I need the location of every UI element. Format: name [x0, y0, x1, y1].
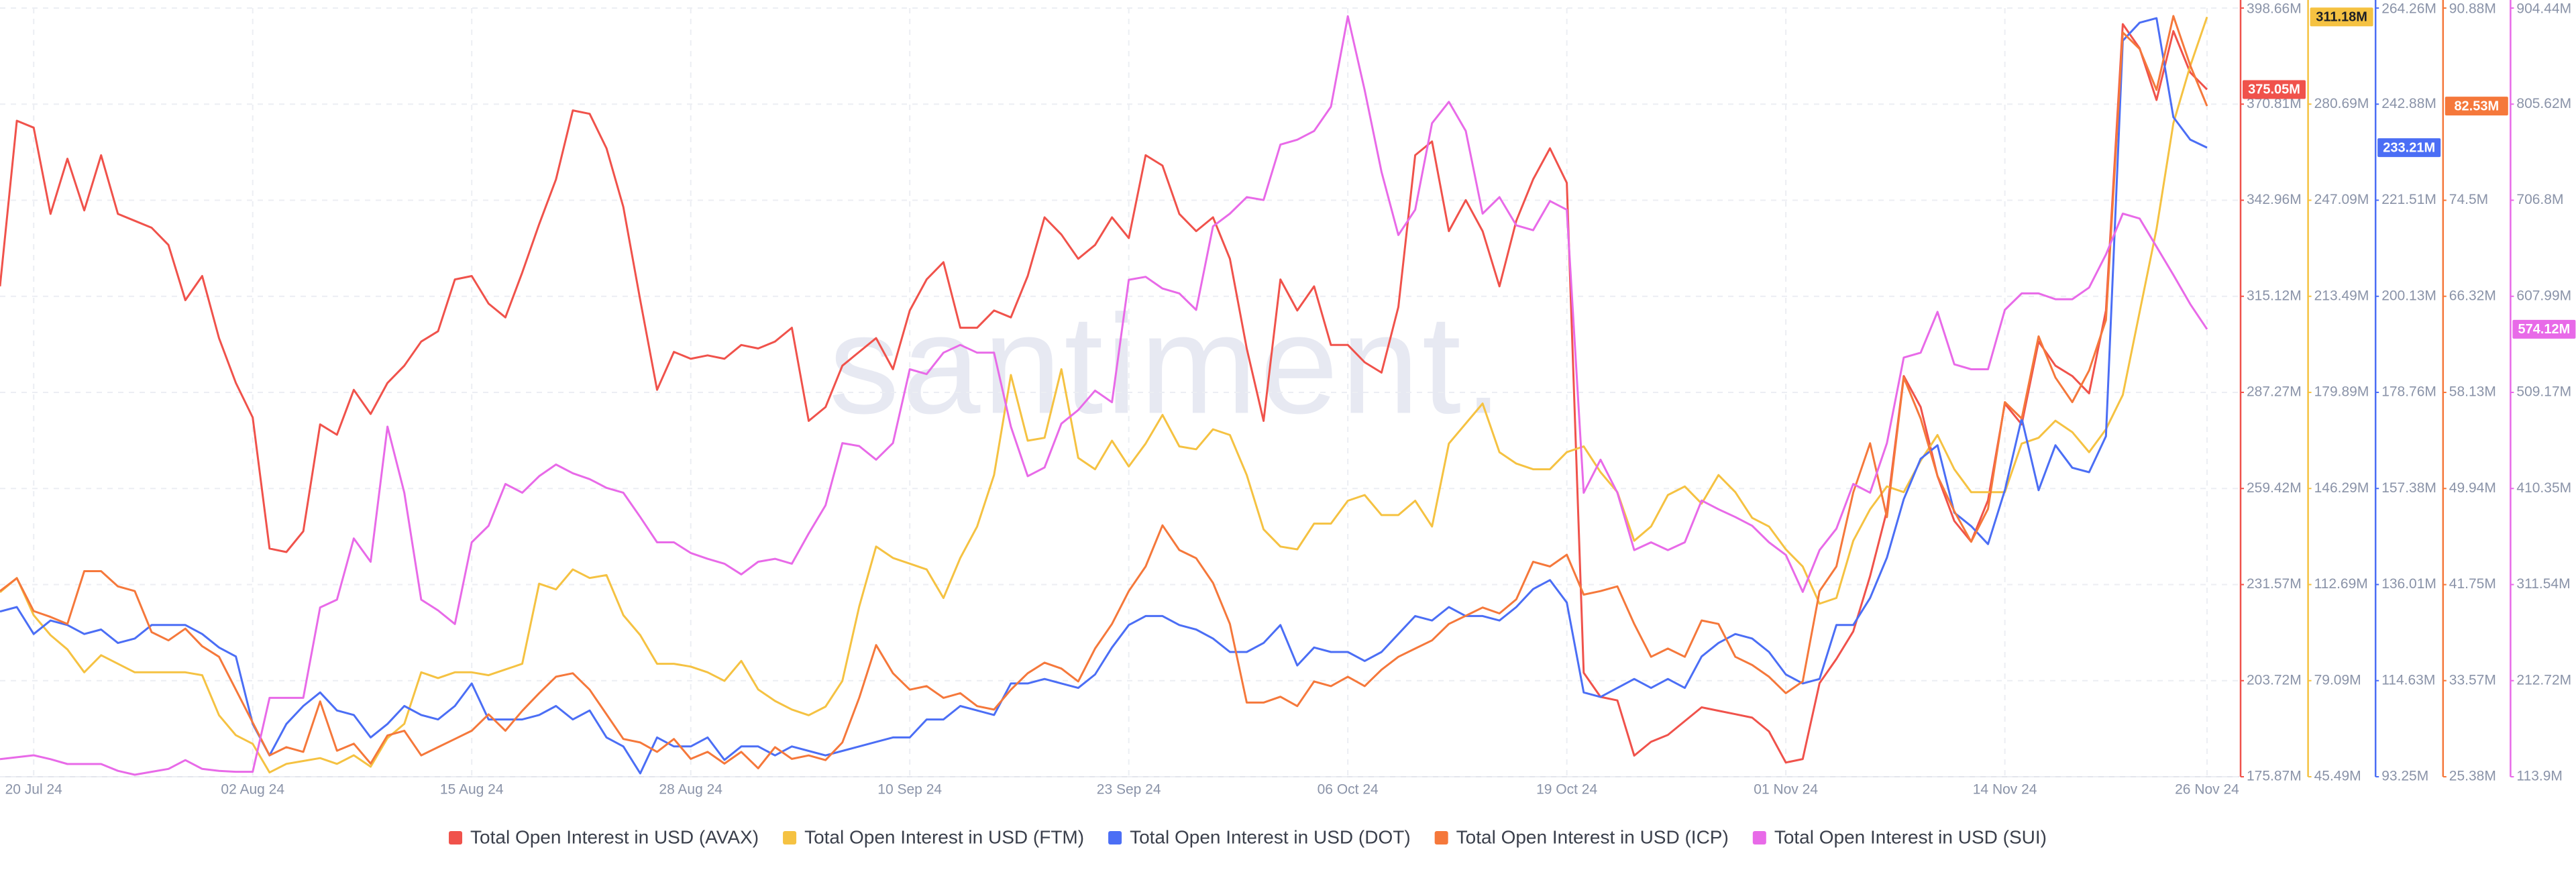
- legend-label: Total Open Interest in USD (AVAX): [470, 826, 759, 847]
- y-tick-label: 706.8M: [2516, 192, 2563, 207]
- y-tick-label: 112.69M: [2314, 576, 2368, 592]
- value-badge-label: 82.53M: [2454, 99, 2499, 113]
- value-badge-label: 574.12M: [2518, 322, 2570, 337]
- y-tick-label: 370.81M: [2247, 96, 2302, 111]
- y-tick-label: 203.72M: [2247, 672, 2302, 688]
- x-tick-label: 15 Aug 24: [440, 782, 504, 798]
- y-tick-label: 146.29M: [2314, 480, 2369, 496]
- value-badge: [2310, 7, 2373, 27]
- series-line: [0, 17, 2208, 775]
- y-tick-label: 45.49M: [2314, 769, 2361, 784]
- y-tick-label: 264.26M: [2381, 1, 2436, 17]
- series-line: [0, 16, 2208, 774]
- y-tick-label: 113.9M: [2516, 769, 2563, 784]
- y-tick-label: 509.17M: [2516, 384, 2571, 400]
- legend-label: Total Open Interest in USD (ICP): [1456, 826, 1729, 847]
- y-tick-label: 136.01M: [2381, 576, 2436, 592]
- watermark: santiment.: [829, 285, 1506, 443]
- value-badge-label: 233.21M: [2383, 140, 2435, 155]
- y-tick-label: 66.32M: [2449, 288, 2496, 303]
- y-tick-label: 157.38M: [2381, 480, 2436, 496]
- y-tick-label: 178.76M: [2381, 384, 2436, 400]
- y-tick-label: 179.89M: [2314, 384, 2369, 400]
- x-tick-label: 14 Nov 24: [1973, 782, 2037, 798]
- series-line: [0, 23, 2208, 764]
- y-tick-label: 33.57M: [2449, 672, 2496, 688]
- y-tick-label: 25.38M: [2449, 769, 2496, 784]
- legend-swatch: [1752, 831, 1766, 844]
- legend-label: Total Open Interest in USD (SUI): [1774, 826, 2047, 847]
- x-tick-label: 19 Oct 24: [1536, 782, 1597, 798]
- value-badge-label: 375.05M: [2248, 83, 2300, 97]
- y-tick-label: 74.5M: [2449, 192, 2488, 207]
- legend-swatch: [449, 831, 463, 844]
- y-tick-label: 200.13M: [2381, 288, 2436, 303]
- series-line: [0, 15, 2208, 769]
- x-tick-label: 20 Jul 24: [5, 782, 63, 798]
- x-tick-label: 28 Aug 24: [659, 782, 722, 798]
- y-tick-label: 93.25M: [2381, 769, 2428, 784]
- x-tick-label: 01 Nov 24: [1754, 782, 1818, 798]
- value-badge: [2512, 319, 2576, 339]
- legend-label: Total Open Interest in USD (DOT): [1130, 826, 1411, 847]
- value-badge: [2377, 138, 2441, 158]
- x-tick-label: 10 Sep 24: [877, 782, 942, 798]
- legend: Total Open Interest in USD (AVAX) Total O…: [449, 826, 2047, 847]
- y-tick-label: 212.72M: [2516, 672, 2571, 688]
- y-tick-label: 607.99M: [2516, 288, 2571, 303]
- y-tick-label: 311.54M: [2516, 576, 2570, 592]
- legend-swatch: [1434, 831, 1448, 844]
- y-tick-label: 398.66M: [2247, 1, 2302, 17]
- x-tick-label: 02 Aug 24: [221, 782, 284, 798]
- y-tick-label: 410.35M: [2516, 480, 2571, 496]
- y-tick-label: 90.88M: [2449, 1, 2496, 17]
- y-tick-label: 805.62M: [2516, 96, 2571, 111]
- y-tick-label: 287.27M: [2247, 384, 2302, 400]
- y-tick-label: 49.94M: [2449, 480, 2496, 496]
- legend-label: Total Open Interest in USD (FTM): [804, 826, 1084, 847]
- series-line: [0, 15, 2208, 776]
- value-badge-label: 311.18M: [2316, 10, 2367, 25]
- value-badge: [2445, 97, 2508, 116]
- x-tick-label: 26 Nov 24: [2175, 782, 2239, 798]
- y-tick-label: 79.09M: [2314, 672, 2361, 688]
- x-tick-label: 06 Oct 24: [1318, 782, 1379, 798]
- legend-swatch: [1108, 831, 1122, 844]
- y-tick-label: 280.69M: [2314, 96, 2369, 111]
- y-tick-label: 259.42M: [2247, 480, 2302, 496]
- y-tick-label: 247.09M: [2314, 192, 2369, 207]
- y-tick-label: 221.51M: [2381, 192, 2436, 207]
- y-tick-label: 904.44M: [2516, 1, 2571, 17]
- y-tick-label: 231.57M: [2247, 576, 2302, 592]
- y-tick-label: 114.63M: [2381, 672, 2435, 688]
- y-tick-label: 58.13M: [2449, 384, 2496, 400]
- y-tick-label: 41.75M: [2449, 576, 2496, 592]
- y-tick-label: 213.49M: [2314, 288, 2369, 303]
- y-tick-label: 242.88M: [2381, 96, 2436, 111]
- legend-swatch: [783, 831, 797, 844]
- value-badge: [2243, 80, 2306, 99]
- y-tick-label: 342.96M: [2247, 192, 2302, 207]
- x-tick-label: 23 Sep 24: [1097, 782, 1161, 798]
- y-tick-label: 175.87M: [2247, 769, 2302, 784]
- y-tick-label: 315.12M: [2247, 288, 2302, 303]
